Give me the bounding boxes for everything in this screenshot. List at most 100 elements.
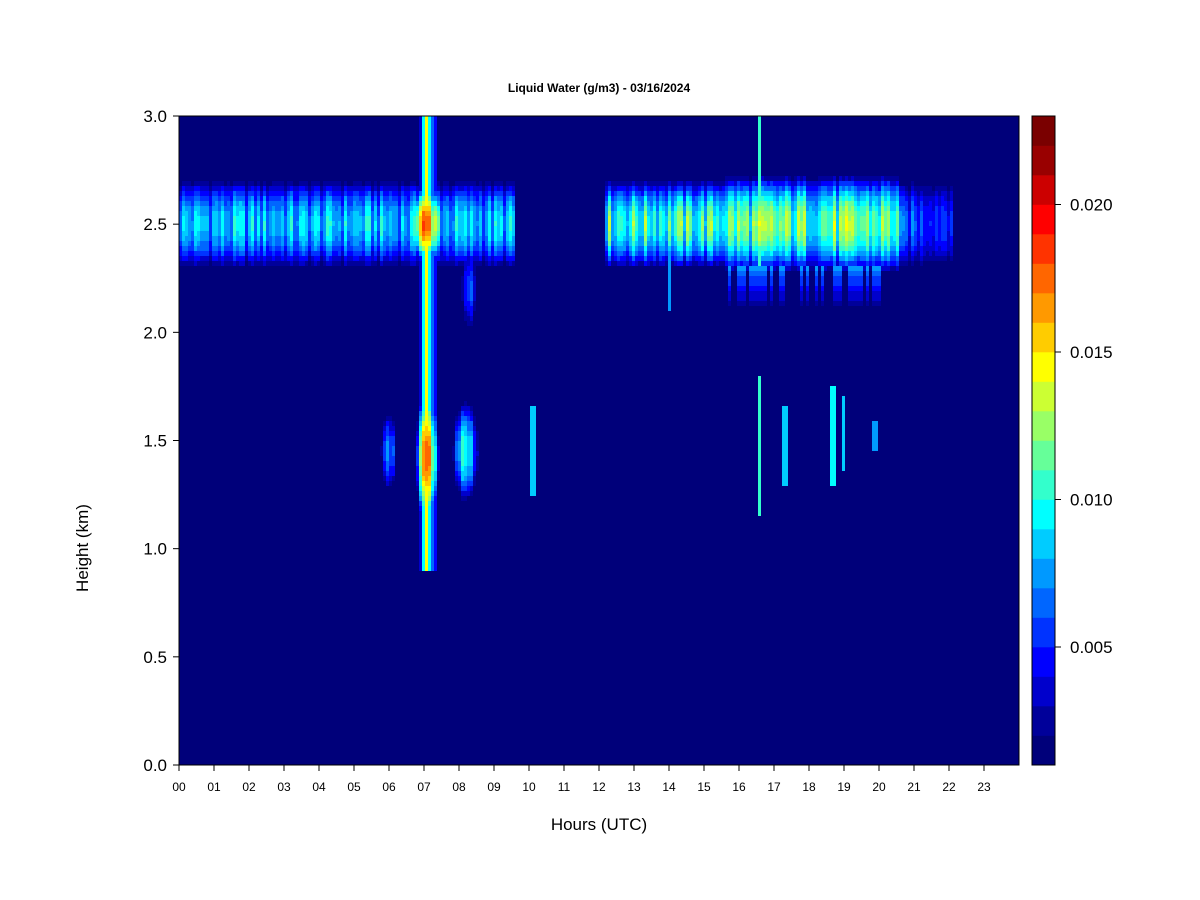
heatmap-cell (398, 251, 401, 256)
heatmap-cell (482, 241, 485, 251)
heatmap-cell (437, 261, 440, 266)
heatmap-cell (194, 251, 197, 256)
heatmap-cell (704, 226, 707, 241)
heatmap-cell (782, 241, 785, 246)
heatmap-cell (683, 256, 686, 261)
heatmap-cell (812, 196, 815, 201)
heatmap-cell (794, 186, 797, 191)
heatmap-cell (254, 191, 257, 201)
heatmap-cell (848, 276, 851, 286)
heatmap-cell (878, 236, 881, 246)
heatmap-cell (641, 186, 644, 191)
heatmap-cell (620, 256, 623, 261)
heatmap-cell (203, 206, 206, 216)
heatmap-cell (833, 196, 836, 201)
heatmap-cell (866, 191, 869, 196)
heatmap-cell (227, 191, 230, 196)
heatmap-cell (434, 446, 437, 471)
heatmap-cell (866, 206, 869, 211)
heatmap-cell (782, 196, 785, 201)
heatmap-cell (260, 261, 263, 266)
heatmap-cell (701, 201, 704, 206)
heatmap-cell (419, 411, 422, 416)
heatmap-cell (845, 206, 848, 216)
heatmap-cell (377, 216, 380, 231)
heatmap-cell (266, 191, 269, 196)
heatmap-cell (182, 201, 185, 206)
heatmap-cell (470, 201, 473, 206)
heatmap-cell (752, 196, 755, 201)
heatmap-cell (671, 186, 674, 191)
heatmap-cell (932, 191, 935, 196)
heatmap-cell (476, 226, 479, 241)
heatmap-cell (278, 211, 281, 236)
heatmap-cell (881, 266, 884, 271)
heatmap-cell (326, 216, 329, 236)
heatmap-cell (704, 246, 707, 251)
heatmap-cell (335, 191, 338, 196)
heatmap-cell (470, 181, 473, 186)
heatmap-cell (224, 256, 227, 261)
heatmap-cell (845, 241, 848, 246)
heatmap-cell (431, 116, 434, 196)
heatmap-cell (506, 246, 509, 251)
heatmap-cell (938, 256, 941, 261)
heatmap-cell (839, 176, 842, 181)
heatmap-cell (674, 261, 677, 266)
heatmap-cell (320, 256, 323, 261)
heatmap-cell (941, 191, 944, 196)
heatmap-cell (260, 186, 263, 191)
heatmap-cell (497, 251, 500, 256)
heatmap-cell (455, 426, 458, 431)
heatmap-cell (644, 261, 647, 266)
heatmap-cell (512, 186, 515, 191)
heatmap-cell (737, 191, 740, 196)
heatmap-cell (737, 256, 740, 261)
heatmap-cell (656, 241, 659, 246)
heatmap-cell (767, 176, 770, 181)
heatmap-cell (632, 181, 635, 186)
heatmap-cell (851, 246, 854, 251)
heatmap-cell (356, 181, 359, 186)
heatmap-cell (833, 261, 836, 266)
heatmap-cell (788, 246, 791, 251)
heatmap-cell (881, 186, 884, 191)
heatmap-cell (200, 261, 203, 266)
heatmap-cell (377, 246, 380, 251)
heatmap-cell (653, 181, 656, 186)
heatmap-cell (614, 211, 617, 236)
x-tick-label: 10 (522, 780, 536, 794)
heatmap-cell (386, 476, 389, 481)
heatmap-cell (269, 191, 272, 196)
heatmap-cell (839, 291, 842, 301)
heatmap-cell (413, 181, 416, 186)
heatmap-cell (278, 246, 281, 251)
heatmap-cell (431, 481, 434, 491)
heatmap-cell (206, 256, 209, 261)
heatmap-cell (875, 276, 878, 286)
heatmap-cell (356, 256, 359, 261)
heatmap-cell (239, 201, 242, 211)
heatmap-cell (719, 236, 722, 246)
heatmap-cell (338, 186, 341, 191)
heatmap-cell (434, 416, 437, 421)
heatmap-cell (431, 236, 434, 241)
heatmap-cell (635, 206, 638, 216)
heatmap-cell (641, 206, 644, 211)
heatmap-cell (728, 201, 731, 206)
heatmap-cell (620, 251, 623, 256)
heatmap-cell (494, 211, 497, 221)
heatmap-cell (455, 441, 458, 461)
heatmap-cell (359, 201, 362, 206)
heatmap-cell (866, 261, 869, 266)
heatmap-cell (428, 231, 431, 236)
heatmap-cell (329, 246, 332, 251)
heatmap-cell (716, 186, 719, 191)
heatmap-cell (365, 196, 368, 201)
heatmap-cell (281, 236, 284, 246)
heatmap-cell (299, 216, 302, 236)
heatmap-cell (251, 201, 254, 206)
heatmap-cell (647, 256, 650, 261)
x-axis-title: Hours (UTC) (551, 815, 647, 834)
heatmap-cell (467, 406, 470, 411)
